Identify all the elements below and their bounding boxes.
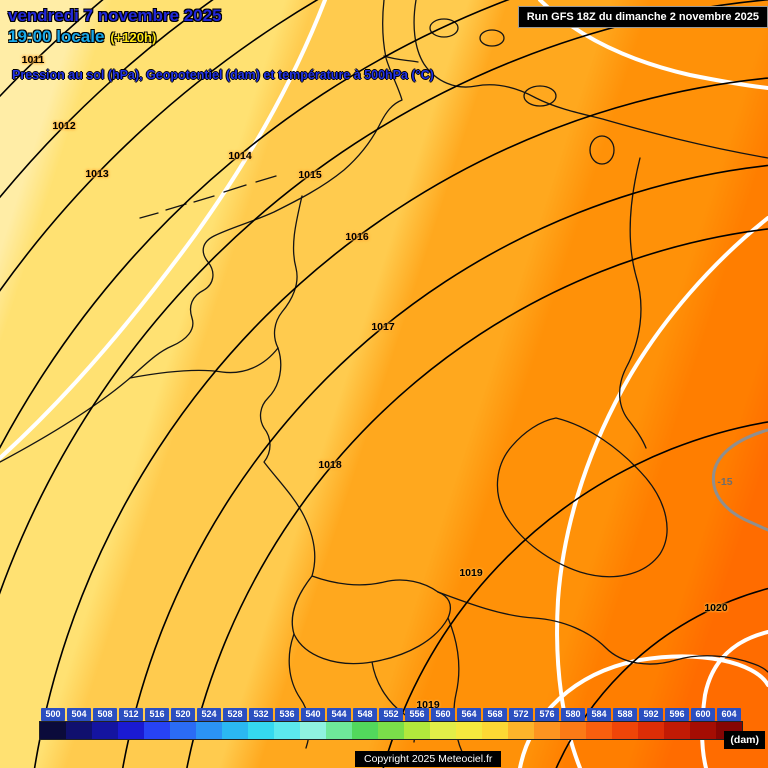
- scale-color-cell: [144, 722, 170, 739]
- temp-contour: [711, 428, 768, 532]
- scale-color-cell: [534, 722, 560, 739]
- scale-color-cell: [560, 722, 586, 739]
- geopotential-line: [555, 216, 768, 768]
- scale-value: 588: [613, 708, 637, 721]
- local-time: 19:00 locale: [8, 27, 105, 47]
- border-path: [447, 617, 467, 761]
- coast-path: [413, 0, 768, 159]
- scale-value: 544: [327, 708, 351, 721]
- scale-color-cell: [118, 722, 144, 739]
- island-path: [429, 18, 459, 38]
- scale-value: 604: [717, 708, 741, 721]
- island-path: [523, 85, 557, 107]
- border-path: [383, 55, 419, 63]
- scale-value: 536: [275, 708, 299, 721]
- island-path: [479, 29, 505, 47]
- scale-color-cell: [248, 722, 274, 739]
- scale-value: 548: [353, 708, 377, 721]
- color-scale: 500 504 508 512 516 520 524 528 532 536 540 544 548 5…: [39, 708, 743, 740]
- scale-value: 576: [535, 708, 559, 721]
- scale-color-cell: [612, 722, 638, 739]
- border-path: [291, 575, 452, 665]
- scale-color-cell: [638, 722, 664, 739]
- scale-color-cell: [482, 722, 508, 739]
- scale-value: 528: [223, 708, 247, 721]
- scale-value: 596: [665, 708, 689, 721]
- scale-value: 568: [483, 708, 507, 721]
- forecast-offset: (+120h): [110, 30, 157, 46]
- scale-bar: [39, 721, 743, 740]
- scale-color-cell: [586, 722, 612, 739]
- scale-values: 500 504 508 512 516 520 524 528 532 536 540 544 548 5…: [40, 708, 742, 721]
- scale-color-cell: [222, 722, 248, 739]
- run-info-box: Run GFS 18Z du dimanche 2 novembre 2025: [517, 6, 768, 28]
- copyright-label: Copyright 2025 Meteociel.fr: [355, 751, 502, 767]
- scale-value: 500: [41, 708, 65, 721]
- scale-color-cell: [170, 722, 196, 739]
- scale-value: 504: [67, 708, 91, 721]
- border-path: [496, 417, 668, 578]
- island-path: [139, 175, 277, 219]
- scale-value: 584: [587, 708, 611, 721]
- scale-value: 564: [457, 708, 481, 721]
- island-path: [589, 135, 615, 165]
- time-label: 19:00 locale (+120h): [8, 26, 222, 47]
- scale-color-cell: [40, 722, 66, 739]
- scale-value: 540: [301, 708, 325, 721]
- scale-value: 552: [379, 708, 403, 721]
- scale-value: 572: [509, 708, 533, 721]
- scale-unit-label: (dam): [724, 731, 765, 749]
- coast-path: [0, 0, 403, 463]
- scale-value: 592: [639, 708, 663, 721]
- scale-color-cell: [378, 722, 404, 739]
- scale-color-cell: [456, 722, 482, 739]
- border-path: [259, 347, 316, 577]
- scale-color-cell: [66, 722, 92, 739]
- scale-color-cell: [664, 722, 690, 739]
- border-path: [273, 195, 303, 349]
- scale-color-cell: [300, 722, 326, 739]
- scale-color-cell: [430, 722, 456, 739]
- header: vendredi 7 novembre 2025 19:00 locale (+1…: [8, 5, 222, 48]
- date-label: vendredi 7 novembre 2025: [8, 6, 222, 25]
- scale-value: 600: [691, 708, 715, 721]
- scale-value: 556: [405, 708, 429, 721]
- temperature-line: [711, 428, 768, 532]
- scale-color-cell: [326, 722, 352, 739]
- scale-value: 508: [93, 708, 117, 721]
- scale-color-cell: [508, 722, 534, 739]
- scale-color-cell: [352, 722, 378, 739]
- geopotential-line: [700, 630, 768, 768]
- geopotential-line: [0, 0, 327, 460]
- scale-value: 520: [171, 708, 195, 721]
- scale-value: 532: [249, 708, 273, 721]
- isobar-1017: [122, 164, 768, 768]
- scale-value: 560: [431, 708, 455, 721]
- border-path: [129, 347, 279, 379]
- scale-value: 516: [145, 708, 169, 721]
- scale-value: 580: [561, 708, 585, 721]
- scale-color-cell: [690, 722, 716, 739]
- scale-value: 512: [119, 708, 143, 721]
- map-subtitle: Pression au sol (hPa), Geopotentiel (dam…: [12, 68, 434, 82]
- scale-color-cell: [404, 722, 430, 739]
- border-path: [311, 575, 439, 593]
- border-path: [437, 591, 768, 673]
- scale-color-cell: [196, 722, 222, 739]
- scale-value: 524: [197, 708, 221, 721]
- scale-color-cell: [274, 722, 300, 739]
- scale-color-cell: [92, 722, 118, 739]
- border-path: [619, 157, 647, 449]
